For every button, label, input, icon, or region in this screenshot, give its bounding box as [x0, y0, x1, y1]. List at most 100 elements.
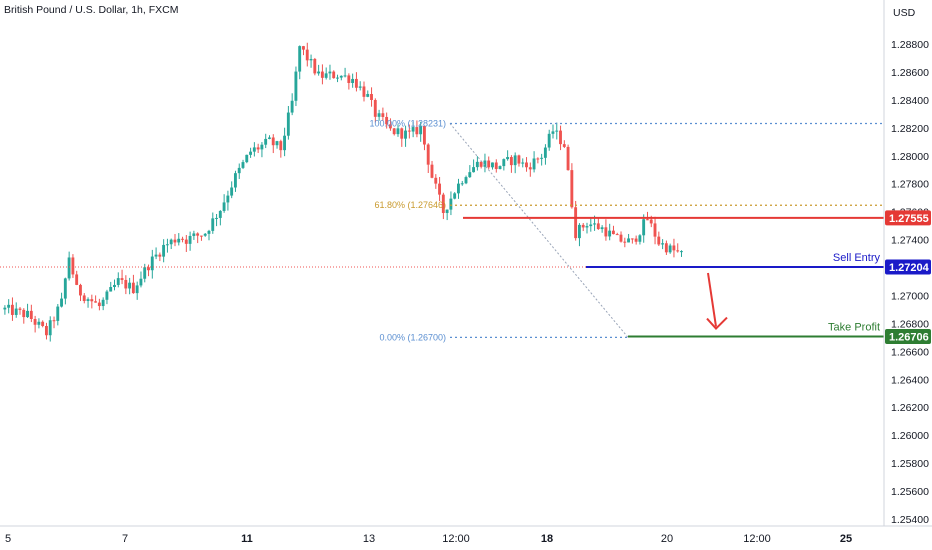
- candle-body: [672, 245, 676, 251]
- candle-body: [354, 78, 358, 88]
- candle-body: [449, 198, 453, 210]
- candle-body: [237, 167, 241, 174]
- candle-body: [513, 155, 517, 166]
- candle-body: [67, 257, 71, 279]
- candle-body: [434, 177, 438, 184]
- price-tick-label: 1.25400: [891, 514, 929, 526]
- candle-body: [309, 58, 313, 61]
- time-tick-label: 25: [840, 533, 852, 545]
- candle-body: [426, 144, 430, 165]
- candle-body: [162, 244, 166, 257]
- candle-body: [441, 194, 445, 213]
- candle-body: [192, 233, 196, 236]
- candle-body: [173, 239, 177, 243]
- candle-body: [479, 161, 483, 167]
- candle-body: [657, 236, 661, 245]
- candle-body: [82, 295, 86, 301]
- fib-618-label: 61.80% (1.27646): [374, 200, 446, 210]
- candle-body: [525, 162, 528, 168]
- candle-body: [472, 167, 475, 173]
- candle-body: [464, 177, 468, 184]
- candle-body: [33, 318, 37, 325]
- candle-body: [494, 162, 498, 170]
- candle-body: [593, 223, 596, 225]
- candle-body: [302, 46, 305, 50]
- candle-body: [283, 135, 286, 151]
- sell-entry-label: Sell Entry: [833, 252, 881, 264]
- candle-body: [252, 147, 256, 152]
- price-tick-label: 1.26200: [891, 402, 929, 414]
- candle-body: [14, 308, 18, 315]
- candle-body: [320, 71, 324, 78]
- take-profit-price-text: 1.26706: [889, 332, 929, 344]
- candle-body: [574, 207, 578, 239]
- time-tick-label: 5: [5, 533, 11, 545]
- symbol-title: British Pound / U.S. Dollar, 1h, FXCM: [4, 4, 178, 16]
- candle-body: [630, 238, 634, 240]
- candle-body: [528, 167, 532, 170]
- price-tick-label: 1.26800: [891, 318, 929, 330]
- price-tick-label: 1.26000: [891, 430, 929, 442]
- candle-body: [358, 86, 362, 88]
- candle-body: [377, 113, 381, 117]
- time-tick-label: 20: [661, 533, 673, 545]
- candle-body: [502, 159, 506, 167]
- candle-body: [388, 124, 392, 129]
- down-arrow-icon[interactable]: [706, 272, 728, 330]
- candle-body: [543, 147, 547, 158]
- resistance-price-text: 1.27555: [889, 213, 929, 225]
- candle-body: [226, 195, 230, 203]
- candle-body: [128, 282, 132, 289]
- candle-body: [143, 267, 147, 279]
- candle-body: [396, 128, 400, 135]
- candle-body: [305, 49, 309, 61]
- candle-body: [101, 299, 105, 307]
- candle-body: [264, 138, 268, 145]
- price-tick-label: 1.27800: [891, 179, 929, 191]
- candle-body: [343, 75, 347, 77]
- candle-body: [668, 245, 672, 253]
- price-tick-label: 1.26600: [891, 346, 929, 358]
- candle-body: [158, 254, 162, 257]
- candle-body: [415, 127, 419, 135]
- candle-body: [154, 254, 158, 257]
- time-tick-label: 11: [241, 533, 253, 545]
- candle-body: [147, 267, 150, 271]
- time-tick-label: 12:00: [743, 533, 771, 545]
- candle-body: [60, 298, 63, 307]
- time-axis[interactable]: [0, 526, 932, 550]
- candle-body: [407, 130, 411, 132]
- candle-body: [245, 154, 249, 163]
- candle-body: [483, 160, 487, 167]
- candle-body: [611, 230, 615, 235]
- candle-body: [188, 235, 192, 244]
- candle-body: [589, 224, 593, 227]
- candle-body: [498, 166, 502, 170]
- candle-body: [608, 230, 612, 237]
- currency-label: USD: [893, 7, 916, 19]
- candle-body: [131, 282, 135, 294]
- price-tick-label: 1.28200: [891, 123, 929, 135]
- candle-body: [638, 235, 642, 242]
- drawing-overlays: 100.00% (1.28231) 61.80% (1.27646) 0.00%…: [0, 118, 884, 342]
- candle-body: [109, 287, 113, 292]
- candle-body: [351, 78, 355, 83]
- candle-body: [113, 284, 116, 288]
- candle-body: [29, 310, 33, 319]
- candle-body: [664, 243, 668, 253]
- candle-body: [63, 278, 67, 299]
- candle-body: [181, 238, 184, 240]
- candle-body: [211, 218, 215, 231]
- candle-body: [547, 133, 551, 148]
- candle-body: [48, 320, 52, 336]
- candle-body: [453, 193, 457, 199]
- candle-body: [218, 210, 222, 218]
- candle-body: [139, 278, 143, 286]
- time-tick-label: 7: [122, 533, 128, 545]
- time-tick-label: 12:00: [442, 533, 470, 545]
- fib-trend-line[interactable]: [449, 123, 629, 338]
- price-tick-label: 1.27000: [891, 290, 929, 302]
- time-axis-ticks: 5 7 11 13 12:00 18 20 12:00 25: [5, 533, 852, 545]
- fib-0-label: 0.00% (1.26700): [379, 332, 446, 342]
